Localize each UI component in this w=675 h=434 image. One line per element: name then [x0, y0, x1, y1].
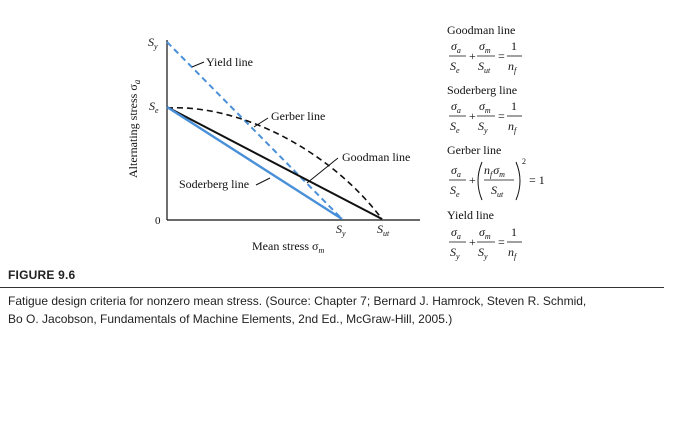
svg-text:+: +	[469, 49, 476, 63]
svg-text:σm: σm	[479, 99, 491, 115]
sy-xaxis-label: Sy	[336, 222, 346, 238]
fatigue-diagram: Alternating stress σa Sy Se 0 Sy Sut Mea…	[126, 23, 545, 261]
svg-text:nf: nf	[508, 245, 518, 261]
sy-yaxis-label: Sy	[148, 35, 158, 51]
svg-text:=: =	[498, 49, 505, 63]
svg-text:=: =	[498, 109, 505, 123]
yield-eq-title: Yield line	[447, 208, 494, 222]
svg-text:+: +	[469, 173, 476, 187]
goodman-eq-title: Goodman line	[447, 23, 515, 37]
gerber-line-label: Gerber line	[271, 109, 325, 123]
soderberg-line-label: Soderberg line	[179, 177, 249, 191]
svg-text:Sy: Sy	[450, 245, 460, 261]
axes	[166, 40, 420, 221]
svg-text:Se: Se	[450, 183, 460, 199]
yield-line-label: Yield line	[206, 55, 253, 69]
svg-text:nfσm: nfσm	[484, 163, 505, 179]
svg-text:1: 1	[511, 39, 517, 53]
svg-text:1: 1	[511, 99, 517, 113]
svg-text:nf: nf	[508, 119, 518, 135]
svg-text:Sut: Sut	[491, 183, 504, 199]
caption-line-1: Fatigue design criteria for nonzero mean…	[8, 294, 587, 308]
figure-divider	[0, 287, 664, 288]
goodman-line	[166, 106, 383, 220]
gerber-eq-title: Gerber line	[447, 143, 501, 157]
gerber-curve	[166, 107, 383, 220]
svg-text:2: 2	[522, 157, 526, 166]
svg-text:=: =	[498, 235, 505, 249]
svg-text:Sut: Sut	[478, 59, 491, 75]
svg-text:Sy: Sy	[478, 119, 488, 135]
soderberg-leader	[255, 177, 271, 186]
svg-text:= 1: = 1	[529, 173, 545, 187]
svg-text:+: +	[469, 235, 476, 249]
figure-label: FIGURE 9.6	[8, 268, 76, 282]
svg-text:1: 1	[511, 225, 517, 239]
sut-label: Sut	[377, 222, 390, 238]
svg-text:Se: Se	[450, 59, 460, 75]
svg-text:Se: Se	[450, 119, 460, 135]
svg-text:Sy: Sy	[478, 245, 488, 261]
soderberg-eq-title: Soderberg line	[447, 83, 517, 97]
soderberg-line	[166, 105, 343, 221]
origin-label: 0	[155, 215, 161, 227]
goodman-equation: σa Se + σm Sut = 1 nf	[449, 39, 522, 75]
x-axis-label: Mean stress σm	[252, 239, 324, 255]
svg-text:+: +	[469, 109, 476, 123]
yield-equation: σa Sy + σm Sy = 1 nf	[449, 225, 522, 261]
y-axis-label: Alternating stress σa	[126, 79, 142, 178]
goodman-leader	[306, 157, 339, 184]
se-label: Se	[149, 99, 159, 115]
svg-text:σa: σa	[451, 39, 461, 55]
soderberg-equation: σa Se + σm Sy = 1 nf	[449, 99, 522, 135]
yield-leader	[191, 61, 205, 68]
gerber-equation: σa Se + nfσm Sut 2 = 1	[449, 157, 545, 201]
svg-text:σa: σa	[451, 225, 461, 241]
goodman-line-label: Goodman line	[342, 150, 410, 164]
svg-text:σm: σm	[479, 39, 491, 55]
figure-caption: Fatigue design criteria for nonzero mean…	[8, 292, 658, 328]
svg-text:σm: σm	[479, 225, 491, 241]
svg-text:nf: nf	[508, 59, 518, 75]
svg-text:σa: σa	[451, 163, 461, 179]
equations-panel: Goodman line σa Se + σm Sut = 1 nf Soder…	[447, 23, 545, 261]
leader-lines	[191, 61, 339, 186]
caption-line-2: Bo O. Jacobson, Fundamentals of Machine …	[8, 312, 453, 326]
gerber-leader	[253, 117, 269, 128]
yield-line	[166, 41, 343, 220]
svg-text:σa: σa	[451, 99, 461, 115]
